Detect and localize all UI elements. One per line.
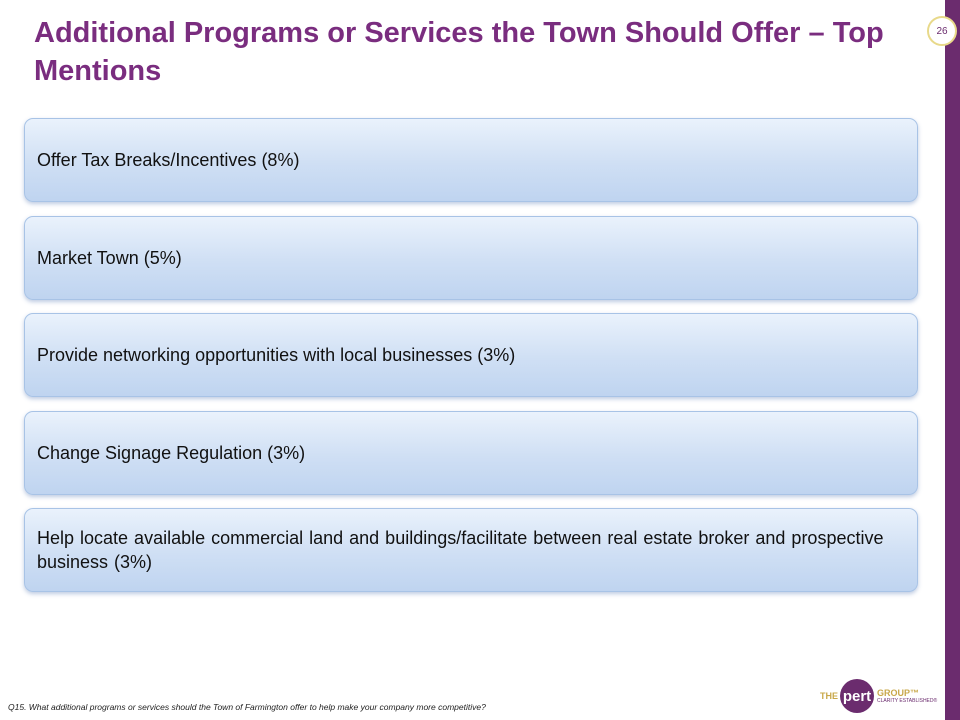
logo-mark: pert: [840, 679, 874, 713]
logo-tagline: CLARITY ESTABLISHED®: [877, 697, 938, 704]
logo-suffix: GROUP™: [877, 687, 920, 698]
list-item: Help locate available commercial land an…: [24, 508, 918, 592]
list-item: Offer Tax Breaks/Incentives (8%): [24, 118, 918, 202]
footnote: Q15. What additional programs or service…: [8, 702, 486, 712]
list-item: Change Signage Regulation (3%): [24, 411, 918, 495]
list-item: Provide networking opportunities with lo…: [24, 313, 918, 397]
page-number-badge: 26: [927, 16, 957, 46]
logo-prefix: THE: [820, 691, 838, 701]
company-logo: THE pert GROUP™ CLARITY ESTABLISHED®: [820, 676, 940, 716]
sidebar-accent: [945, 0, 960, 720]
slide-title: Additional Programs or Services the Town…: [34, 17, 884, 87]
list-item: Market Town (5%): [24, 216, 918, 300]
